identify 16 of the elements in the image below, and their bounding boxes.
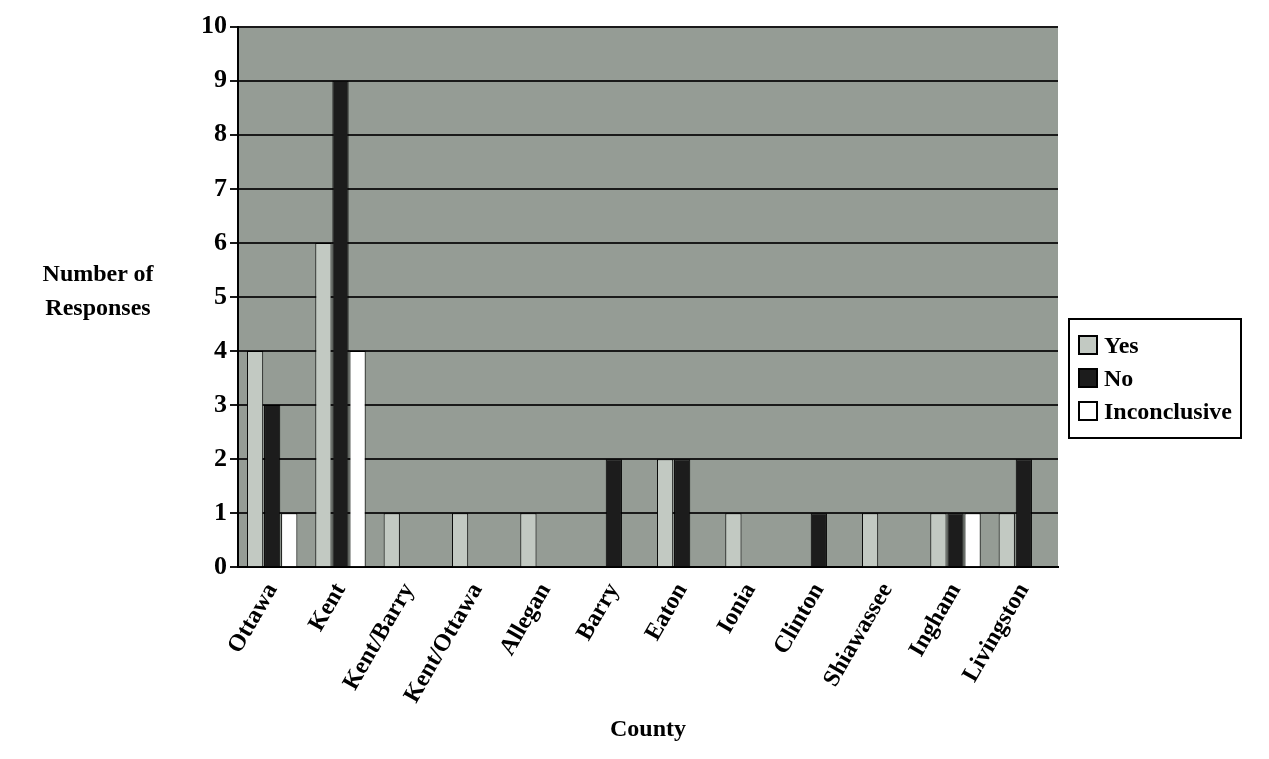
y-tick-label: 8: [214, 118, 227, 148]
x-axis-title: County: [609, 714, 687, 741]
y-tick-label: 4: [214, 334, 227, 364]
y-tick-label: 3: [214, 388, 227, 418]
y-tick-label: 6: [214, 226, 227, 256]
y-tick-label: 9: [214, 64, 227, 94]
legend-label: No: [1104, 364, 1134, 392]
y-tick-label: 2: [214, 442, 227, 472]
y-tick-label: 10: [201, 10, 227, 40]
legend-label: Inconclusive: [1104, 397, 1233, 425]
y-tick-label: 1: [214, 496, 227, 526]
y-tick-label: 0: [214, 551, 227, 581]
y-tick-label: 5: [214, 280, 227, 310]
legend-label: Yes: [1104, 331, 1139, 359]
y-axis-title: Number of Responses: [42, 259, 155, 320]
y-tick-label: 7: [214, 172, 227, 202]
